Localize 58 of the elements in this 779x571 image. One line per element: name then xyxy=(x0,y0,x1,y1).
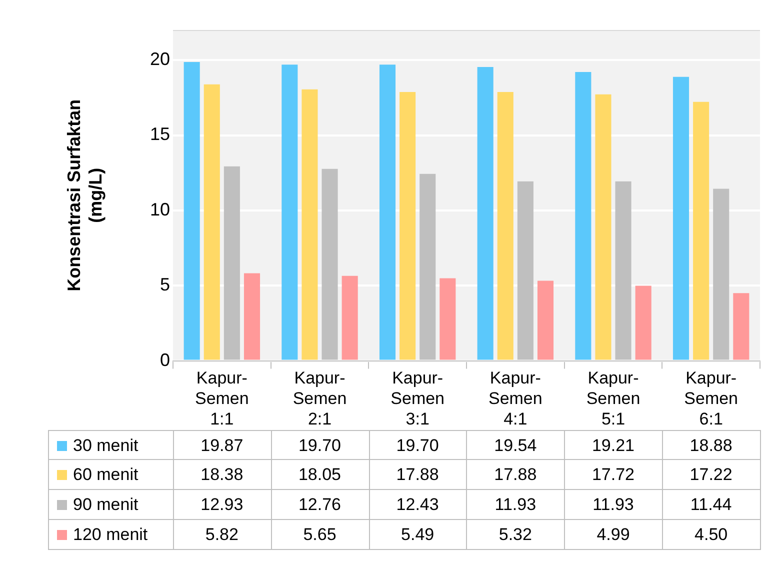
bar xyxy=(342,276,358,360)
data-label: 4.99 xyxy=(564,520,664,550)
bar xyxy=(537,280,554,360)
data-label: 12.93 xyxy=(173,490,272,520)
y-tick-label: 20 xyxy=(150,49,170,70)
bar xyxy=(575,72,592,360)
data-label: 17.88 xyxy=(466,460,566,490)
data-label: 11.93 xyxy=(564,490,664,520)
data-label: 18.38 xyxy=(173,460,272,490)
x-tick-label: Kapur-Semen 5:1 xyxy=(586,368,640,428)
bar xyxy=(440,278,456,360)
bar xyxy=(497,92,514,360)
x-tick-label: Kapur-Semen 2:1 xyxy=(292,368,347,428)
legend-label: 120 menit xyxy=(73,525,148,544)
bar xyxy=(477,66,494,360)
bar xyxy=(379,64,396,360)
y-tick-label: 10 xyxy=(150,199,170,220)
data-label: 19.70 xyxy=(270,430,370,460)
data-label: 4.50 xyxy=(662,520,761,550)
data-label: 18.05 xyxy=(270,460,370,490)
x-tick-label: Kapur-Semen 4:1 xyxy=(488,368,542,428)
data-label: 17.72 xyxy=(564,460,664,490)
bar xyxy=(244,273,260,360)
legend-label: 60 menit xyxy=(73,465,138,484)
bar xyxy=(302,89,318,360)
data-label: 5.49 xyxy=(368,520,468,550)
bar xyxy=(635,286,652,360)
data-label: 19.87 xyxy=(173,430,272,460)
bar xyxy=(184,62,200,360)
x-tick-label: Kapur-Semen 3:1 xyxy=(390,368,445,428)
y-tick-label: 0 xyxy=(160,350,170,370)
data-label: 5.65 xyxy=(270,520,370,550)
bar xyxy=(282,64,298,360)
data-label: 5.82 xyxy=(173,520,272,550)
data-label: 18.88 xyxy=(662,430,761,460)
data-label: 11.93 xyxy=(466,490,566,520)
data-label: 19.21 xyxy=(564,430,664,460)
data-label: 17.22 xyxy=(662,460,761,490)
x-tick-label: Kapur-Semen 6:1 xyxy=(684,368,738,428)
bar xyxy=(595,94,612,360)
y-tick-label: 15 xyxy=(150,124,170,144)
data-label: 5.32 xyxy=(466,520,566,550)
bar xyxy=(693,102,710,360)
data-label: 12.76 xyxy=(270,490,370,520)
bar xyxy=(672,76,690,360)
bar xyxy=(400,92,416,360)
data-label: 17.88 xyxy=(368,460,468,490)
data-label: 19.54 xyxy=(466,430,566,460)
data-label: 11.44 xyxy=(662,490,761,520)
legend-label: 90 menit xyxy=(73,495,138,514)
y-tick-label: 5 xyxy=(160,274,170,295)
legend-label: 30 menit xyxy=(73,436,138,455)
x-tick-label: Kapur-Semen 1:1 xyxy=(194,368,249,428)
bar xyxy=(733,293,750,360)
data-label: 19.70 xyxy=(368,430,468,460)
bar xyxy=(204,84,220,360)
data-label: 12.43 xyxy=(368,490,468,520)
y-axis-title: Konsentrasi Surfaktan (mg/L) xyxy=(64,99,106,292)
